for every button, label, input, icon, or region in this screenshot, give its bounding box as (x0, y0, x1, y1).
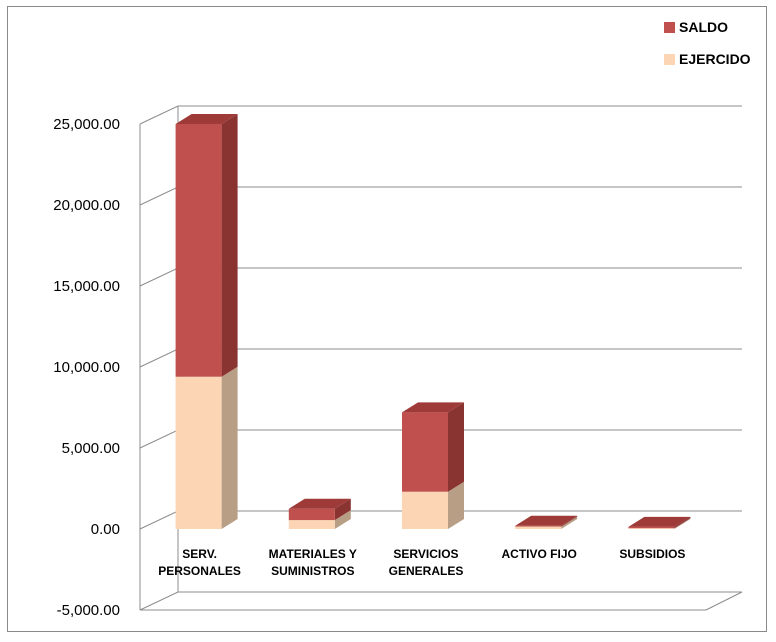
bar-side (448, 481, 464, 529)
y-tick-label: 0.00 (91, 521, 120, 538)
bar-side (674, 516, 691, 529)
gridline (139, 105, 742, 125)
bar-top (515, 515, 578, 526)
y-tick-label: 5,000.00 (62, 440, 120, 457)
x-tick-label: MATERIALES Y (269, 547, 357, 561)
bar-side (561, 515, 578, 527)
bar-top (628, 516, 691, 527)
y-tick-label: -5,000.00 (57, 602, 120, 619)
bar (515, 526, 562, 529)
bar (628, 528, 675, 529)
x-tick-label: SERVICIOS (393, 547, 458, 561)
bar (288, 508, 335, 521)
x-tick-label: SUMINISTROS (271, 564, 354, 578)
x-tick-label: SUBSIDIOS (619, 547, 685, 561)
bar-side (448, 402, 464, 492)
legend-label: SALDO (679, 19, 728, 35)
legend-swatch (664, 22, 675, 33)
y-tick-label: 25,000.00 (53, 116, 120, 133)
bar-side (674, 518, 691, 529)
bar (175, 376, 222, 529)
legend-swatch (664, 54, 675, 65)
bar (402, 412, 448, 492)
y-tick-label: 20,000.00 (53, 197, 120, 214)
x-tick-label: ACTIVO FIJO (502, 547, 577, 561)
bar-top (288, 498, 351, 509)
bar (402, 491, 448, 529)
bar-side (334, 510, 351, 529)
bar-side (561, 516, 578, 529)
bar-side (334, 498, 351, 521)
legend-label: EJERCIDO (679, 51, 751, 67)
bar-side (221, 366, 238, 529)
bar (288, 520, 335, 529)
y-tick-label: 15,000.00 (53, 278, 120, 295)
bar (175, 124, 222, 377)
bar-top (175, 114, 238, 124)
bar-top (402, 402, 464, 413)
x-tick-label: GENERALES (389, 564, 464, 578)
bar (628, 526, 675, 529)
x-tick-label: SERV. (182, 547, 217, 561)
y-tick-label: 10,000.00 (53, 359, 120, 376)
x-tick-label: PERSONALES (158, 564, 241, 578)
gridline (139, 591, 743, 611)
bar-side (221, 114, 238, 377)
bar (515, 525, 562, 527)
